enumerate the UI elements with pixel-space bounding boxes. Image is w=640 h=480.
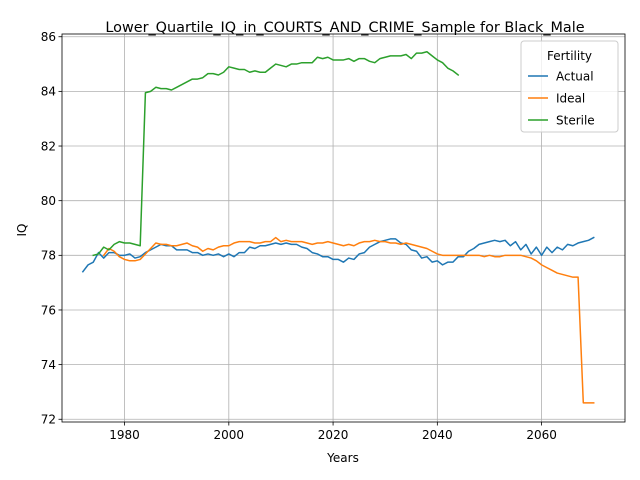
- x-axis-label: Years: [326, 451, 359, 465]
- series-line-ideal: [102, 236, 595, 404]
- legend: Fertility Actual Ideal Sterile: [520, 40, 619, 133]
- legend-label-ideal: Ideal: [556, 91, 585, 105]
- y-tick-label: 86: [41, 30, 56, 44]
- y-tick-label: 82: [41, 139, 56, 153]
- x-tick-label: 2060: [526, 428, 557, 442]
- x-axis-ticks: 1980 2000 2020 2040 2060: [109, 422, 557, 442]
- y-tick-label: 72: [41, 413, 56, 427]
- y-axis-ticks: 72 74 76 78 80 82 84 86: [41, 30, 62, 427]
- y-tick-label: 78: [41, 249, 56, 263]
- x-tick-label: 2020: [318, 428, 349, 442]
- y-tick-label: 80: [41, 194, 56, 208]
- x-tick-label: 1980: [109, 428, 140, 442]
- series-line-sterile: [92, 51, 460, 257]
- series-lines: [81, 51, 595, 404]
- x-tick-label: 2040: [422, 428, 453, 442]
- plot-frame: [61, 33, 626, 423]
- y-tick-label: 76: [41, 303, 56, 317]
- series-line-actual: [81, 236, 595, 273]
- legend-label-actual: Actual: [556, 69, 594, 83]
- y-tick-label: 84: [41, 85, 56, 99]
- x-tick-label: 2000: [214, 428, 245, 442]
- y-tick-label: 74: [41, 358, 56, 372]
- legend-title: Fertility: [547, 49, 592, 63]
- chart-title: Lower_Quartile_IQ_in_COURTS_AND_CRIME_Sa…: [105, 20, 584, 36]
- legend-box: [520, 40, 619, 133]
- legend-entries: Actual Ideal Sterile: [528, 69, 595, 127]
- legend-label-sterile: Sterile: [556, 113, 595, 127]
- y-axis-label: IQ: [15, 224, 29, 237]
